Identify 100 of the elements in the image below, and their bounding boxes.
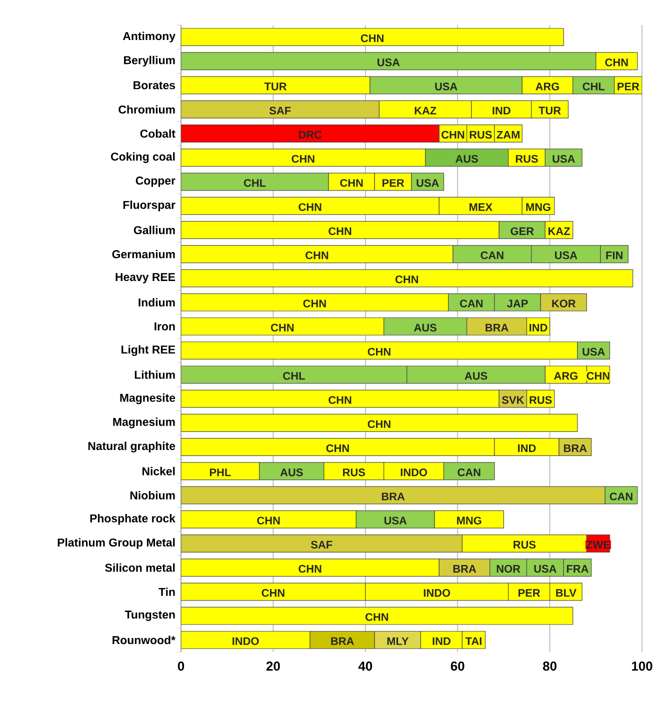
data-label: CAN <box>610 492 632 500</box>
data-label: RUS <box>343 468 366 476</box>
data-label: PER <box>382 179 404 187</box>
data-label: BRA <box>382 492 405 500</box>
y-tick-label: Beryllium <box>124 56 175 67</box>
data-label: TUR <box>538 106 561 114</box>
x-tick-label: 100 <box>632 662 652 671</box>
data-label: TAI <box>465 637 482 645</box>
y-tick-label: Platinum Group Metal <box>58 538 175 549</box>
data-label: ZAM <box>496 130 520 138</box>
x-tick-label: 60 <box>450 662 464 671</box>
data-label: CHN <box>292 154 314 163</box>
data-label: AUS <box>464 372 488 380</box>
data-label: USA <box>435 82 458 90</box>
data-label: CHN <box>262 589 284 597</box>
y-tick-label: Antimony <box>122 32 176 42</box>
data-label: ARG <box>536 82 559 90</box>
data-label: CHN <box>395 276 418 284</box>
data-label: CAN <box>460 300 483 308</box>
data-label: ZWE <box>586 540 610 548</box>
data-label: BRA <box>486 324 508 332</box>
data-label: KOR <box>552 300 576 308</box>
data-label: CHN <box>257 516 280 524</box>
y-tick-label: Natural graphite <box>88 442 176 452</box>
data-label: RUS <box>470 130 492 139</box>
data-label: FRA <box>566 565 588 573</box>
y-tick-label: Magnesium <box>113 418 175 428</box>
y-tick-label: Tin <box>158 588 175 596</box>
data-label: IND <box>432 637 450 645</box>
data-label: CHN <box>326 444 349 452</box>
data-label: BLV <box>556 589 576 597</box>
data-label: MLY <box>387 637 409 645</box>
data-label: CHN <box>303 300 326 308</box>
data-label: CHL <box>283 372 305 380</box>
y-tick-label: Chromium <box>118 105 175 114</box>
data-label: INDO <box>400 468 428 476</box>
data-label: INDO <box>424 589 450 597</box>
data-label: USA <box>552 154 575 163</box>
data-label: FIN <box>606 252 622 260</box>
x-tick-label: 40 <box>358 662 372 671</box>
data-label: NOR <box>496 564 520 573</box>
data-label: CHN <box>360 34 384 42</box>
y-tick-label: Lithium <box>134 370 175 379</box>
y-tick-label: Indium <box>138 298 175 307</box>
data-label: BRA <box>564 444 587 452</box>
data-label: CAN <box>458 468 480 476</box>
data-label: BRA <box>331 637 354 645</box>
data-label: USA <box>416 179 439 187</box>
y-tick-label: Tungsten <box>124 610 175 621</box>
data-label: INDO <box>232 637 259 646</box>
data-label: CHN <box>442 130 464 139</box>
y-tick-label: Light REE <box>122 345 176 356</box>
x-tick-label: 0 <box>178 662 184 671</box>
data-label: MNG <box>457 516 482 524</box>
data-label: AUS <box>456 154 478 163</box>
y-tick-label: Fluorspar <box>123 200 176 212</box>
data-label: PER <box>518 589 540 597</box>
y-tick-label: Borates <box>134 81 176 90</box>
data-label: CHN <box>328 227 352 236</box>
data-label: SAF <box>269 106 291 114</box>
data-label: ARG <box>554 372 578 380</box>
data-label: CAN <box>480 251 504 260</box>
data-label: IND <box>518 444 536 452</box>
y-tick-label: Nickel <box>142 466 175 476</box>
data-label: CHN <box>605 58 628 66</box>
data-label: AUS <box>414 324 436 332</box>
data-label: CHN <box>340 179 363 187</box>
data-label: CHL <box>244 179 266 187</box>
data-label: RUS <box>514 540 536 549</box>
data-label: USA <box>378 58 400 66</box>
y-tick-label: Cobalt <box>140 129 176 138</box>
data-label: USA <box>582 348 605 356</box>
y-tick-label: Copper <box>136 176 176 187</box>
y-tick-label: Rounwood* <box>112 636 176 644</box>
data-label: TUR <box>264 82 287 90</box>
data-label: AUS <box>280 468 303 476</box>
data-label: MEX <box>470 203 492 211</box>
data-label: RUS <box>516 154 538 163</box>
y-tick-label: Magnesite <box>120 393 176 404</box>
data-label: CHN <box>328 396 352 404</box>
data-label: CHN <box>586 372 610 380</box>
y-tick-label: Gallium <box>134 226 175 234</box>
x-tick-label: 20 <box>266 662 280 671</box>
data-label: MNG <box>526 203 550 211</box>
y-tick-label: Silicon metal <box>105 563 175 572</box>
y-tick-label: Germanium <box>112 250 175 258</box>
data-label: CHN <box>368 348 390 356</box>
x-tick-label: 80 <box>543 662 556 671</box>
data-label: CHN <box>298 203 322 211</box>
data-label: USA <box>534 564 556 573</box>
data-label: KAZ <box>414 106 436 114</box>
data-label: KAZ <box>548 227 570 235</box>
data-label: DRC <box>298 130 322 139</box>
data-label: JAP <box>507 300 528 308</box>
y-tick-label: Niobium <box>130 491 175 500</box>
data-label: IND <box>530 324 548 332</box>
data-label: RUS <box>530 396 552 404</box>
data-label: BRA <box>453 565 476 573</box>
data-label: CHN <box>368 420 390 428</box>
data-label: PHL <box>210 468 231 476</box>
